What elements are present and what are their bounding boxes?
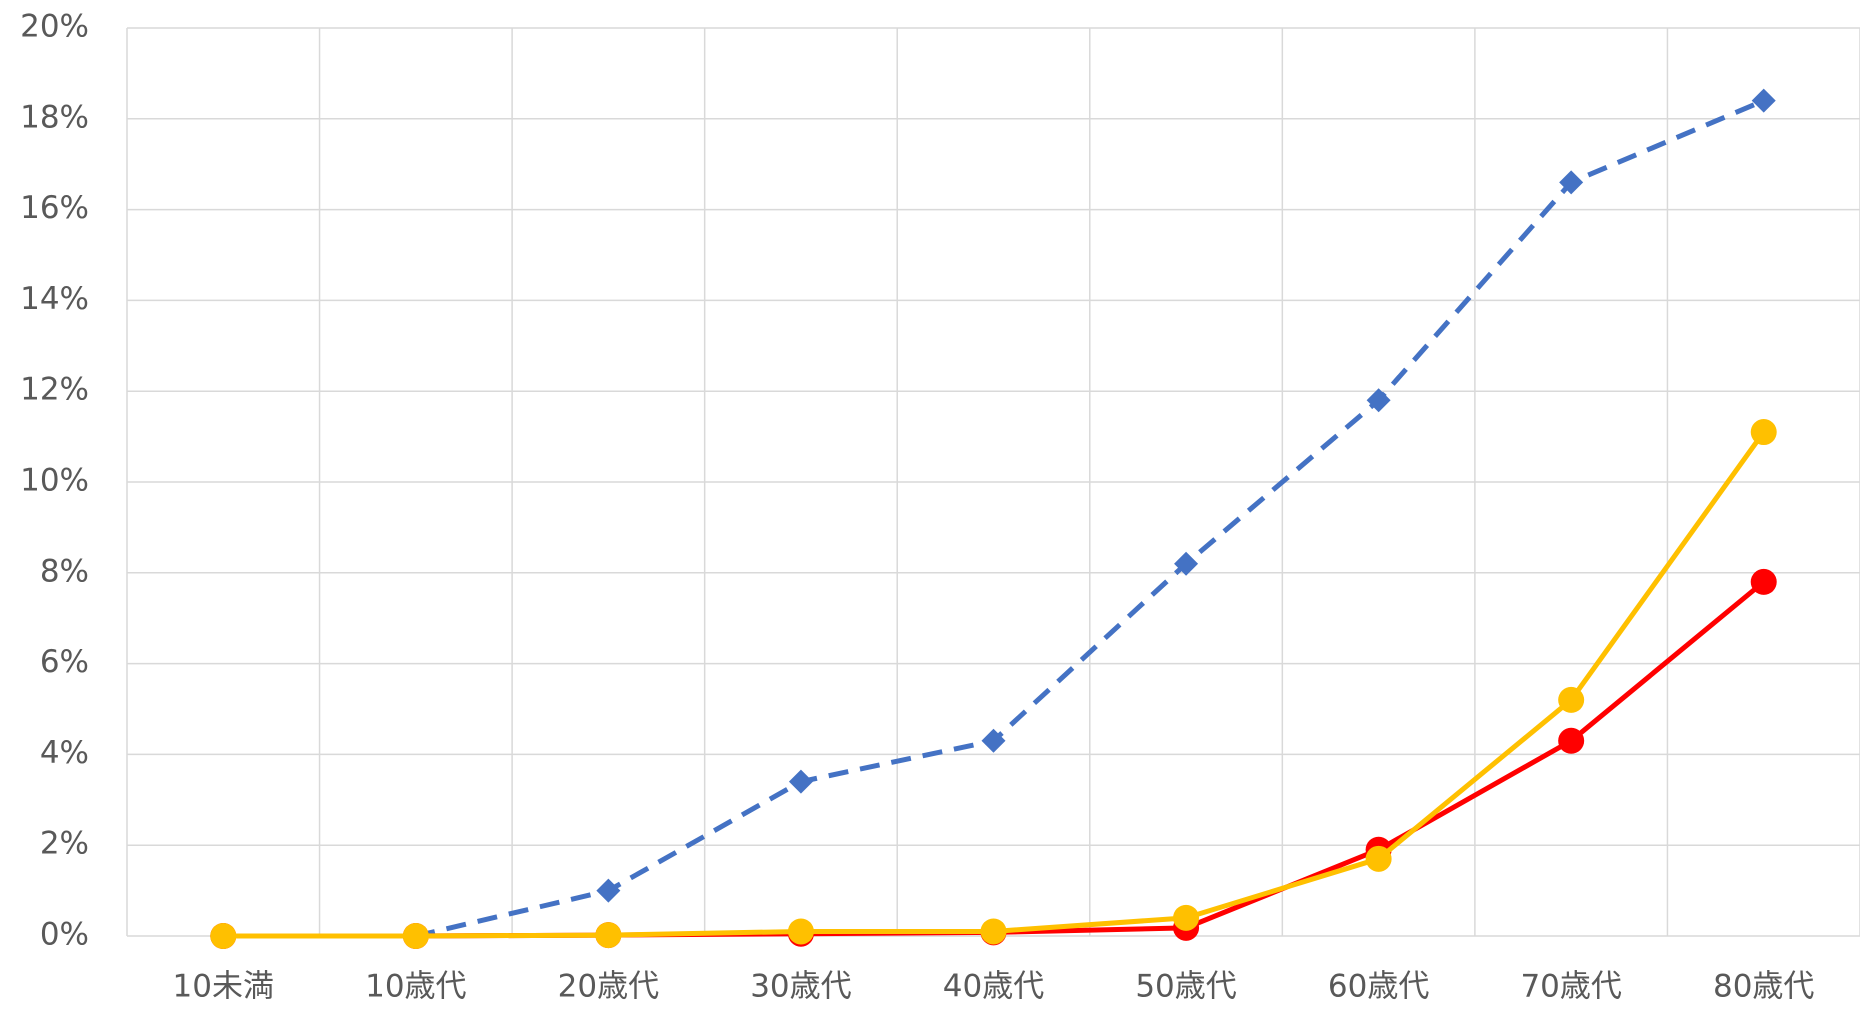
marker: [1751, 88, 1776, 113]
marker: [1558, 727, 1585, 754]
marker: [596, 878, 621, 903]
marker: [402, 923, 429, 949]
y-tick-label: 16%: [20, 190, 89, 226]
marker: [595, 922, 622, 949]
marker: [1174, 551, 1199, 576]
series-line: [223, 579, 1766, 939]
y-tick-label: 4%: [40, 735, 89, 771]
marker: [1750, 568, 1777, 595]
marker: [1559, 170, 1584, 195]
series-line: [223, 98, 1765, 939]
marker: [980, 918, 1007, 945]
y-tick-label: 18%: [20, 99, 89, 135]
x-tick-label: 80歳代: [1713, 969, 1814, 1005]
marker: [1558, 686, 1585, 713]
x-tick-label: 10未満: [173, 969, 274, 1005]
marker: [1173, 904, 1200, 931]
marker: [210, 923, 237, 949]
marker: [788, 769, 813, 794]
x-tick-label: 30歳代: [750, 969, 851, 1005]
series-line: [223, 430, 1766, 939]
marker: [981, 728, 1006, 753]
y-tick-label: 0%: [40, 917, 89, 953]
x-tick-label: 70歳代: [1520, 969, 1621, 1005]
marker: [1750, 419, 1777, 446]
x-tick-label: 50歳代: [1135, 969, 1236, 1005]
y-tick-label: 2%: [40, 826, 89, 862]
x-tick-label: 60歳代: [1328, 969, 1429, 1005]
x-tick-label: 20歳代: [558, 969, 659, 1005]
y-tick-label: 10%: [20, 463, 89, 499]
x-tick-label: 40歳代: [943, 969, 1044, 1005]
y-tick-label: 12%: [20, 372, 89, 408]
y-tick-label: 6%: [40, 644, 89, 680]
marker: [1366, 388, 1391, 413]
y-tick-label: 8%: [40, 553, 89, 589]
y-tick-label: 20%: [20, 9, 89, 45]
x-tick-label: 10歳代: [365, 969, 466, 1005]
y-tick-label: 14%: [20, 281, 89, 317]
marker: [787, 918, 814, 945]
marker: [1365, 845, 1392, 872]
